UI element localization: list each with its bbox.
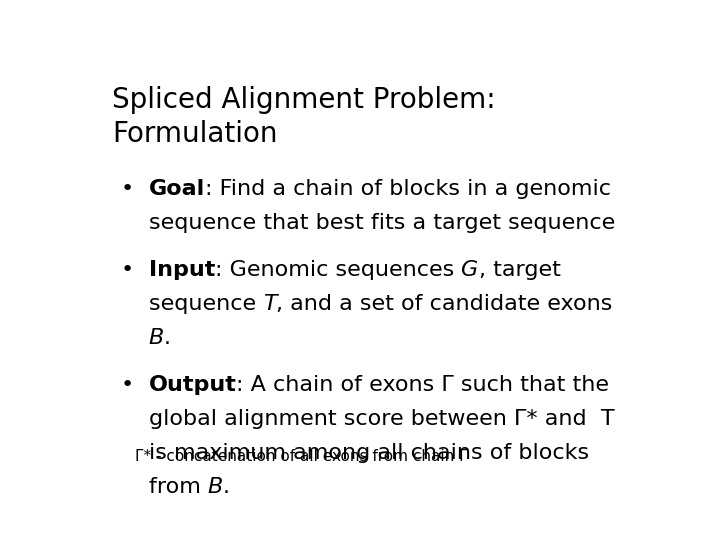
Text: G: G bbox=[462, 260, 479, 280]
Text: sequence that best fits a target sequence: sequence that best fits a target sequenc… bbox=[148, 213, 615, 233]
Text: : Genomic sequences: : Genomic sequences bbox=[215, 260, 462, 280]
Text: , and a set of candidate exons: , and a set of candidate exons bbox=[276, 294, 613, 314]
Text: Spliced Alignment Problem:
Formulation: Spliced Alignment Problem: Formulation bbox=[112, 85, 496, 148]
Text: Input: Input bbox=[148, 260, 215, 280]
Text: is maximum among all chains of blocks: is maximum among all chains of blocks bbox=[148, 443, 589, 463]
Text: : A chain of exons Γ such that the: : A chain of exons Γ such that the bbox=[236, 375, 609, 395]
Text: .: . bbox=[164, 328, 171, 348]
Text: global alignment score between Γ* and  T: global alignment score between Γ* and T bbox=[148, 409, 614, 429]
Text: •: • bbox=[121, 179, 134, 199]
Text: B: B bbox=[207, 477, 223, 497]
Text: , target: , target bbox=[479, 260, 560, 280]
Text: : Find a chain of blocks in a genomic: : Find a chain of blocks in a genomic bbox=[205, 179, 611, 199]
Text: Goal: Goal bbox=[148, 179, 205, 199]
Text: from: from bbox=[148, 477, 207, 497]
Text: B: B bbox=[148, 328, 164, 348]
Text: •: • bbox=[121, 375, 134, 395]
Text: T: T bbox=[263, 294, 276, 314]
Text: Γ* - concatenation of all exons from chain Γ: Γ* - concatenation of all exons from cha… bbox=[135, 449, 467, 464]
Text: sequence: sequence bbox=[148, 294, 263, 314]
Text: Output: Output bbox=[148, 375, 236, 395]
Text: •: • bbox=[121, 260, 134, 280]
Text: .: . bbox=[223, 477, 230, 497]
